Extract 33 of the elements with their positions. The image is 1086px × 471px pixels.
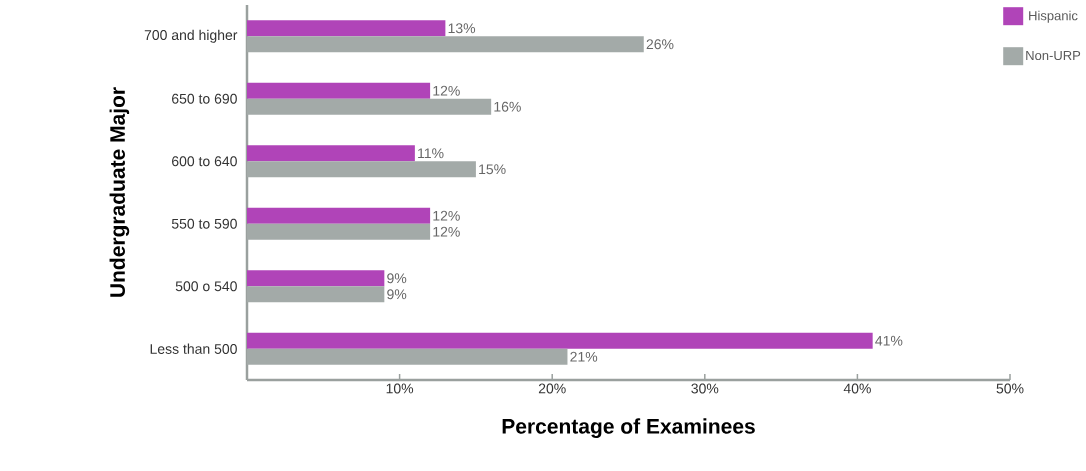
data-label: 15% [479,164,506,175]
legend-label: Non-URP [1026,50,1081,61]
data-label: 12% [433,210,460,221]
x-tick-label: 40% [843,383,871,394]
x-tick-label: 20% [538,383,566,394]
bar [247,20,446,37]
y-tick-label: 600 to 640 [172,156,237,167]
y-tick-label: Less than 500 [150,343,237,354]
data-label: 9% [387,273,407,284]
bar [247,82,431,99]
bar [247,332,873,349]
bar [247,270,385,287]
x-axis-title: Percentage of Examinees [502,418,755,438]
y-axis-title: Undergraduate Major [109,87,130,297]
data-label: 21% [570,351,598,362]
data-label: 41% [875,335,903,346]
data-label: 26% [646,39,674,50]
y-tick-label: 550 to 590 [171,218,237,229]
x-tick-label: 10% [386,383,414,394]
y-tick-label: 500 o 540 [175,281,237,292]
x-tick-label: 30% [691,383,719,394]
y-tick-label: 700 and higher [144,29,238,43]
bar [247,145,415,162]
bar [247,207,431,224]
data-label: 13% [448,23,476,34]
data-label: 9% [387,289,407,300]
data-label: 11% [418,148,444,159]
x-tick-label: 50% [996,383,1024,394]
data-label: 16% [494,101,521,112]
legend-label: Hispanic [1029,10,1078,23]
y-tick-label: 650 to 690 [172,93,237,104]
data-label: 12% [433,226,460,237]
data-label: 12% [433,85,460,96]
